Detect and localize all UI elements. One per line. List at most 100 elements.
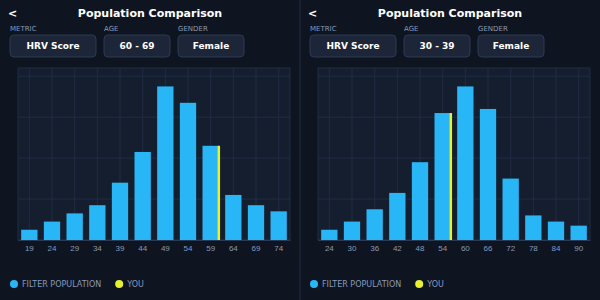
bar — [271, 211, 287, 240]
legend-swatch — [310, 280, 318, 288]
x-tick: 39 — [116, 240, 125, 253]
bar — [389, 193, 405, 240]
x-tick: 60 — [461, 240, 470, 253]
bar — [548, 222, 564, 240]
x-tick-label: 34 — [93, 244, 102, 253]
filter-value: 30 - 39 — [419, 41, 454, 51]
legend-swatch — [115, 280, 123, 288]
nav-arrow: < — [8, 7, 17, 20]
filter-value: Female — [493, 41, 530, 51]
filter-value: 60 - 69 — [119, 41, 154, 51]
panel: Population Comparison < METRIC HRV Score AGE… — [8, 7, 291, 289]
x-axis-line — [319, 240, 591, 241]
filter-label: METRIC — [10, 25, 37, 33]
x-axis: 192429343944495459646974 — [19, 240, 291, 253]
x-tick-label: 30 — [348, 244, 357, 253]
x-tick-label: 84 — [552, 244, 561, 253]
x-tick-label: 69 — [252, 244, 261, 253]
y-grid-line — [318, 76, 590, 77]
legend-label: YOU — [126, 280, 144, 289]
title: Population Comparison — [378, 7, 522, 20]
bar — [180, 103, 196, 240]
bar — [44, 222, 60, 240]
bar — [89, 205, 105, 240]
x-tick: 78 — [529, 240, 538, 253]
x-tick-label: 74 — [274, 244, 283, 253]
bar — [112, 183, 128, 240]
bar — [457, 86, 473, 240]
x-tick: 24 — [48, 240, 57, 253]
bar — [344, 222, 360, 240]
x-tick: 44 — [138, 240, 147, 253]
bar — [67, 213, 83, 240]
plot: 192429343944495459646974 — [18, 68, 291, 253]
x-grid-line — [29, 68, 30, 240]
x-tick-label: 54 — [184, 244, 193, 253]
x-grid-line — [556, 68, 557, 240]
legend-label: FILTER POPULATION — [22, 280, 101, 289]
y-grid-line — [318, 117, 590, 118]
x-tick-label: 59 — [206, 244, 215, 253]
filter-label: GENDER — [478, 25, 508, 33]
filter-value: HRV Score — [26, 41, 79, 51]
x-tick-label: 24 — [48, 244, 57, 253]
x-tick: 54 — [184, 240, 193, 253]
panel: Population Comparison<METRICHRV ScoreAGE… — [308, 7, 591, 289]
y-grid-line — [18, 158, 290, 159]
y-grid-line — [18, 76, 290, 77]
x-tick-label: 39 — [116, 244, 125, 253]
x-tick: 29 — [70, 240, 79, 253]
x-tick: 48 — [416, 240, 425, 253]
grid — [18, 68, 290, 240]
x-tick: 36 — [370, 240, 379, 253]
plot-frame — [18, 68, 290, 240]
y-grid-line — [18, 117, 290, 118]
bar — [135, 152, 151, 240]
x-tick: 42 — [393, 240, 402, 253]
x-tick: 69 — [252, 240, 261, 253]
x-tick-label: 60 — [461, 244, 470, 253]
panel-divider — [300, 0, 301, 300]
marks — [21, 86, 287, 240]
y-grid-line — [18, 199, 290, 200]
filter-box — [404, 35, 470, 57]
filter-label: AGE — [104, 25, 119, 33]
legend-label: FILTER POPULATION — [322, 280, 401, 289]
chart-root: Population Comparison < METRIC HRV Score AGE… — [0, 0, 600, 300]
x-grid-line — [329, 68, 330, 240]
bar — [203, 146, 219, 240]
you-marker — [450, 113, 453, 240]
bar — [157, 86, 173, 240]
x-tick-label: 44 — [138, 244, 147, 253]
filter-label: GENDER — [178, 25, 208, 33]
nav-arrow: < — [308, 7, 317, 20]
x-tick: 72 — [506, 240, 515, 253]
x-tick: 34 — [93, 240, 102, 253]
title: Population Comparison — [78, 7, 222, 20]
filter-box — [104, 35, 170, 57]
x-grid-line — [352, 68, 353, 240]
legend-swatch — [10, 280, 18, 288]
plot-frame — [318, 68, 590, 240]
x-tick: 59 — [206, 240, 215, 253]
x-tick-label: 66 — [484, 244, 493, 253]
x-tick: 24 — [325, 240, 334, 253]
filter-box — [478, 35, 544, 57]
x-tick-label: 42 — [393, 244, 402, 253]
bar — [21, 230, 37, 240]
filter-value: HRV Score — [326, 41, 379, 51]
x-tick-label: 64 — [229, 244, 238, 253]
x-tick: 74 — [274, 240, 283, 253]
bar — [367, 209, 383, 240]
marks — [321, 86, 587, 240]
legend: FILTER POPULATIONYOU — [310, 280, 444, 289]
x-tick-label: 49 — [161, 244, 170, 253]
x-tick-label: 36 — [370, 244, 379, 253]
x-axis-line — [19, 240, 291, 241]
bar — [321, 230, 337, 240]
background — [0, 0, 600, 300]
x-tick: 49 — [161, 240, 170, 253]
x-tick: 90 — [574, 240, 583, 253]
y-grid-line — [318, 158, 590, 159]
legend: FILTER POPULATION YOU — [10, 280, 144, 289]
